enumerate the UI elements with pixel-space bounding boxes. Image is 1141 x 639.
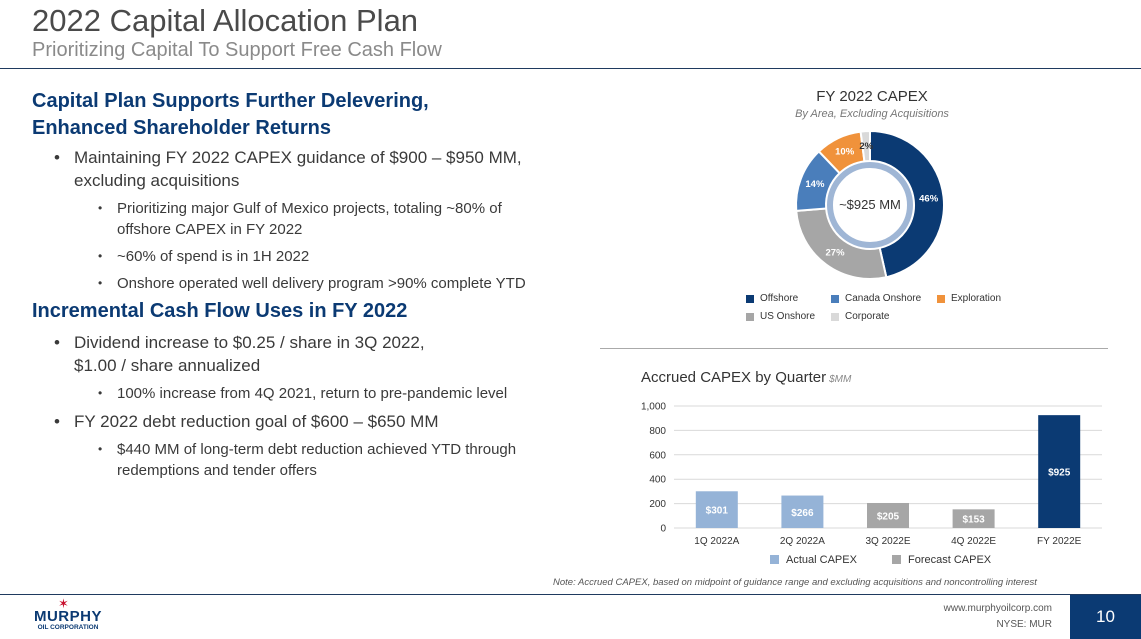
- legend-swatch: [831, 312, 839, 321]
- bullet-debt-reduction: FY 2022 debt reduction goal of $600 – $6…: [32, 410, 592, 433]
- donut-hole: [827, 162, 913, 248]
- subbullet-spend-1h: ~60% of spend is in 1H 2022: [32, 246, 592, 267]
- heading-line: Capital Plan Supports Further Delevering…: [32, 90, 429, 112]
- bullet-line: Dividend increase to $0.25 / share in 3Q…: [74, 333, 425, 352]
- donut-label-exploration: 10%: [835, 147, 855, 158]
- legend-canada-onshore: Canada Onshore: [831, 293, 921, 304]
- donut-label-offshore: 46%: [919, 193, 939, 204]
- legend-label: Exploration: [951, 293, 1002, 304]
- section-heading-capital-plan: Capital Plan Supports Further Delevering…: [32, 88, 592, 142]
- bar-data-label: $925: [1048, 468, 1071, 479]
- x-tick-label: 3Q 2022E: [865, 536, 910, 547]
- bullet-line: Prioritizing major Gulf of Mexico projec…: [117, 200, 502, 217]
- x-tick-label: 4Q 2022E: [951, 536, 996, 547]
- donut-inner-ring: [827, 162, 913, 248]
- donut-chart: 46% 27% 14% 10% 2% ~$925 MM: [795, 129, 945, 280]
- donut-slice-corporate: [859, 129, 871, 163]
- company-logo: ✶ MURPHY OIL CORPORATION: [28, 596, 108, 636]
- bullet-line: $440 MM of long-term debt reduction achi…: [117, 441, 517, 458]
- website-link[interactable]: www.murphyoilcorp.com: [943, 603, 1052, 614]
- donut-center-label: ~$925 MM: [839, 197, 901, 212]
- subbullet-debt-achieved: $440 MM of long-term debt reduction achi…: [32, 439, 592, 481]
- bullet-line: $1.00 / share annualized: [74, 356, 261, 375]
- footnote: Note: Accrued CAPEX, based on midpoint o…: [553, 577, 1037, 588]
- legend-label: Forecast CAPEX: [908, 554, 992, 566]
- bar-1q-2022a: [695, 491, 738, 528]
- legend-swatch: [892, 555, 901, 564]
- y-tick-label: 0: [660, 524, 666, 535]
- bar-data-label: $205: [877, 511, 900, 522]
- legend-label: US Onshore: [760, 311, 816, 322]
- page-subtitle: Prioritizing Capital To Support Free Cas…: [32, 39, 442, 61]
- bullet-line: ~60% of spend is in 1H 2022: [117, 248, 310, 265]
- subbullet-onshore-program: Onshore operated well delivery program >…: [32, 273, 592, 294]
- bar-3q-2022e: [867, 502, 909, 528]
- y-tick-label: 400: [649, 475, 666, 486]
- stock-ticker: NYSE: MUR: [996, 619, 1052, 630]
- y-tick-label: 800: [649, 426, 666, 437]
- bar-chart-unit: $MM: [829, 374, 852, 385]
- text-column: Capital Plan Supports Further Delevering…: [32, 88, 592, 481]
- logo-name: MURPHY: [33, 608, 102, 625]
- legend-label: Corporate: [845, 311, 890, 322]
- y-tick-label: 1,000: [641, 402, 666, 413]
- legend-swatch: [746, 312, 754, 321]
- donut-slice-offshore: [869, 129, 945, 279]
- donut-label-canada-onshore: 14%: [805, 179, 825, 190]
- legend-exploration: Exploration: [937, 293, 1001, 304]
- logo-subtitle: OIL CORPORATION: [37, 624, 99, 631]
- page-number: 10: [1070, 595, 1141, 639]
- donut-label-us-onshore: 27%: [826, 248, 846, 259]
- bullet-capex-guidance: Maintaining FY 2022 CAPEX guidance of $9…: [32, 146, 592, 192]
- bullet-line: excluding acquisitions: [74, 171, 240, 190]
- legend-swatch: [746, 294, 754, 303]
- legend-label: Actual CAPEX: [786, 554, 858, 566]
- legend-label: Canada Onshore: [845, 293, 922, 304]
- chart-divider: [600, 348, 1108, 349]
- legend-label: Offshore: [760, 293, 799, 304]
- bar-data-label: $266: [791, 508, 814, 519]
- star-icon: ✶: [58, 596, 69, 611]
- x-tick-label: FY 2022E: [1037, 536, 1082, 547]
- legend-swatch: [831, 294, 839, 303]
- bar-chart-title: Accrued CAPEX by Quarter $MM: [641, 369, 851, 386]
- bar-chart: 0 200 400 600 800 1,000 $301 1Q 2022A $266 2Q 202…: [641, 402, 1102, 566]
- bar-data-label: $153: [962, 515, 985, 526]
- y-tick-label: 200: [649, 499, 666, 510]
- donut-chart-title: FY 2022 CAPEX: [816, 88, 928, 105]
- subbullet-gulf-of-mexico: Prioritizing major Gulf of Mexico projec…: [32, 198, 592, 240]
- title-divider: [0, 68, 1141, 69]
- bullet-line: Onshore operated well delivery program >…: [117, 275, 526, 292]
- bullet-line: 100% increase from 4Q 2021, return to pr…: [117, 385, 508, 402]
- bullet-line: FY 2022 debt reduction goal of $600 – $6…: [74, 412, 439, 431]
- subbullet-dividend-increase: 100% increase from 4Q 2021, return to pr…: [32, 383, 592, 404]
- bullet-line: offshore CAPEX in FY 2022: [117, 221, 303, 238]
- y-tick-label: 600: [649, 450, 666, 461]
- legend-swatch: [937, 294, 945, 303]
- legend-offshore: Offshore: [746, 293, 798, 304]
- bar-chart-title-text: Accrued CAPEX by Quarter: [641, 369, 827, 386]
- legend-corporate: Corporate: [831, 311, 889, 322]
- bar-4q-2022e: [952, 509, 995, 528]
- bullet-line: redemptions and tender offers: [117, 462, 317, 479]
- donut-label-corporate: 2%: [859, 141, 873, 152]
- bar-data-label: $301: [706, 506, 729, 517]
- bar-2q-2022a: [781, 495, 824, 528]
- x-tick-label: 2Q 2022A: [780, 536, 825, 547]
- page-title: 2022 Capital Allocation Plan: [32, 3, 419, 38]
- footer-divider: [0, 594, 1141, 595]
- legend-us-onshore: US Onshore: [746, 311, 815, 322]
- section-heading-cash-flow: Incremental Cash Flow Uses in FY 2022: [32, 300, 408, 322]
- bullet-dividend: Dividend increase to $0.25 / share in 3Q…: [32, 331, 592, 377]
- donut-chart-subtitle: By Area, Excluding Acquisitions: [795, 108, 949, 120]
- x-tick-label: 1Q 2022A: [694, 536, 739, 547]
- bullet-line: Maintaining FY 2022 CAPEX guidance of $9…: [74, 148, 522, 167]
- bar-fy-2022e: [1038, 415, 1081, 528]
- heading-line: Enhanced Shareholder Returns: [32, 117, 331, 139]
- legend-swatch: [770, 555, 779, 564]
